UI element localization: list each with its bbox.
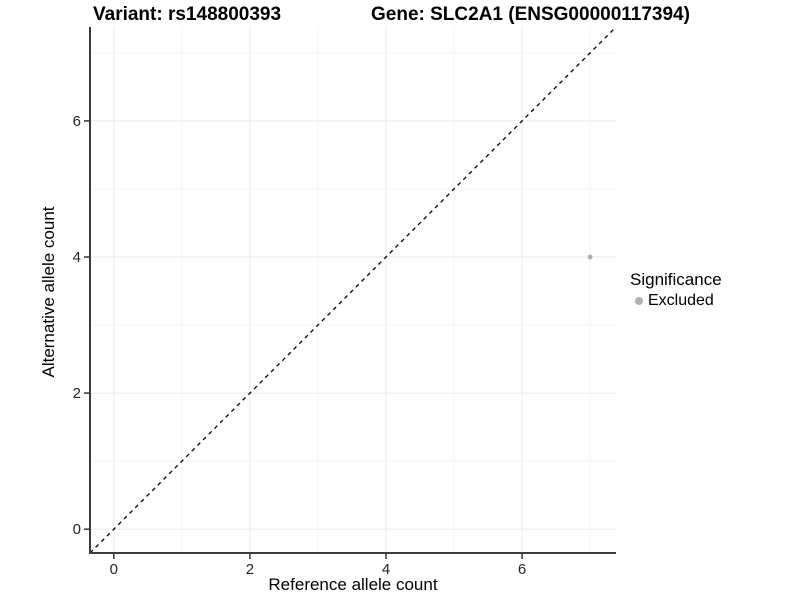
- y-tick-label: 0: [73, 521, 81, 538]
- x-tick-label: 2: [246, 561, 254, 578]
- y-tick-label: 4: [73, 249, 81, 266]
- gene-title: Gene: SLC2A1 (ENSG00000117394): [371, 4, 690, 25]
- x-tick-label: 6: [518, 561, 526, 578]
- y-tick-label: 6: [73, 113, 81, 130]
- data-point: [587, 254, 593, 260]
- legend-item-excluded: Excluded: [630, 291, 722, 311]
- x-tick-label: 4: [382, 561, 390, 578]
- x-tick-label: 0: [110, 561, 118, 578]
- identity-reference-line: [89, 26, 617, 554]
- legend-title: Significance: [630, 270, 722, 289]
- legend-item-label: Excluded: [648, 292, 714, 309]
- y-tick-label: 2: [73, 385, 81, 402]
- x-axis-title: Reference allele count: [268, 575, 438, 594]
- variant-title: Variant: rs148800393: [93, 4, 282, 25]
- excluded-point-icon: [635, 297, 643, 305]
- y-axis-title: Alternative allele count: [39, 206, 58, 378]
- legend: Significance Excluded: [630, 269, 722, 311]
